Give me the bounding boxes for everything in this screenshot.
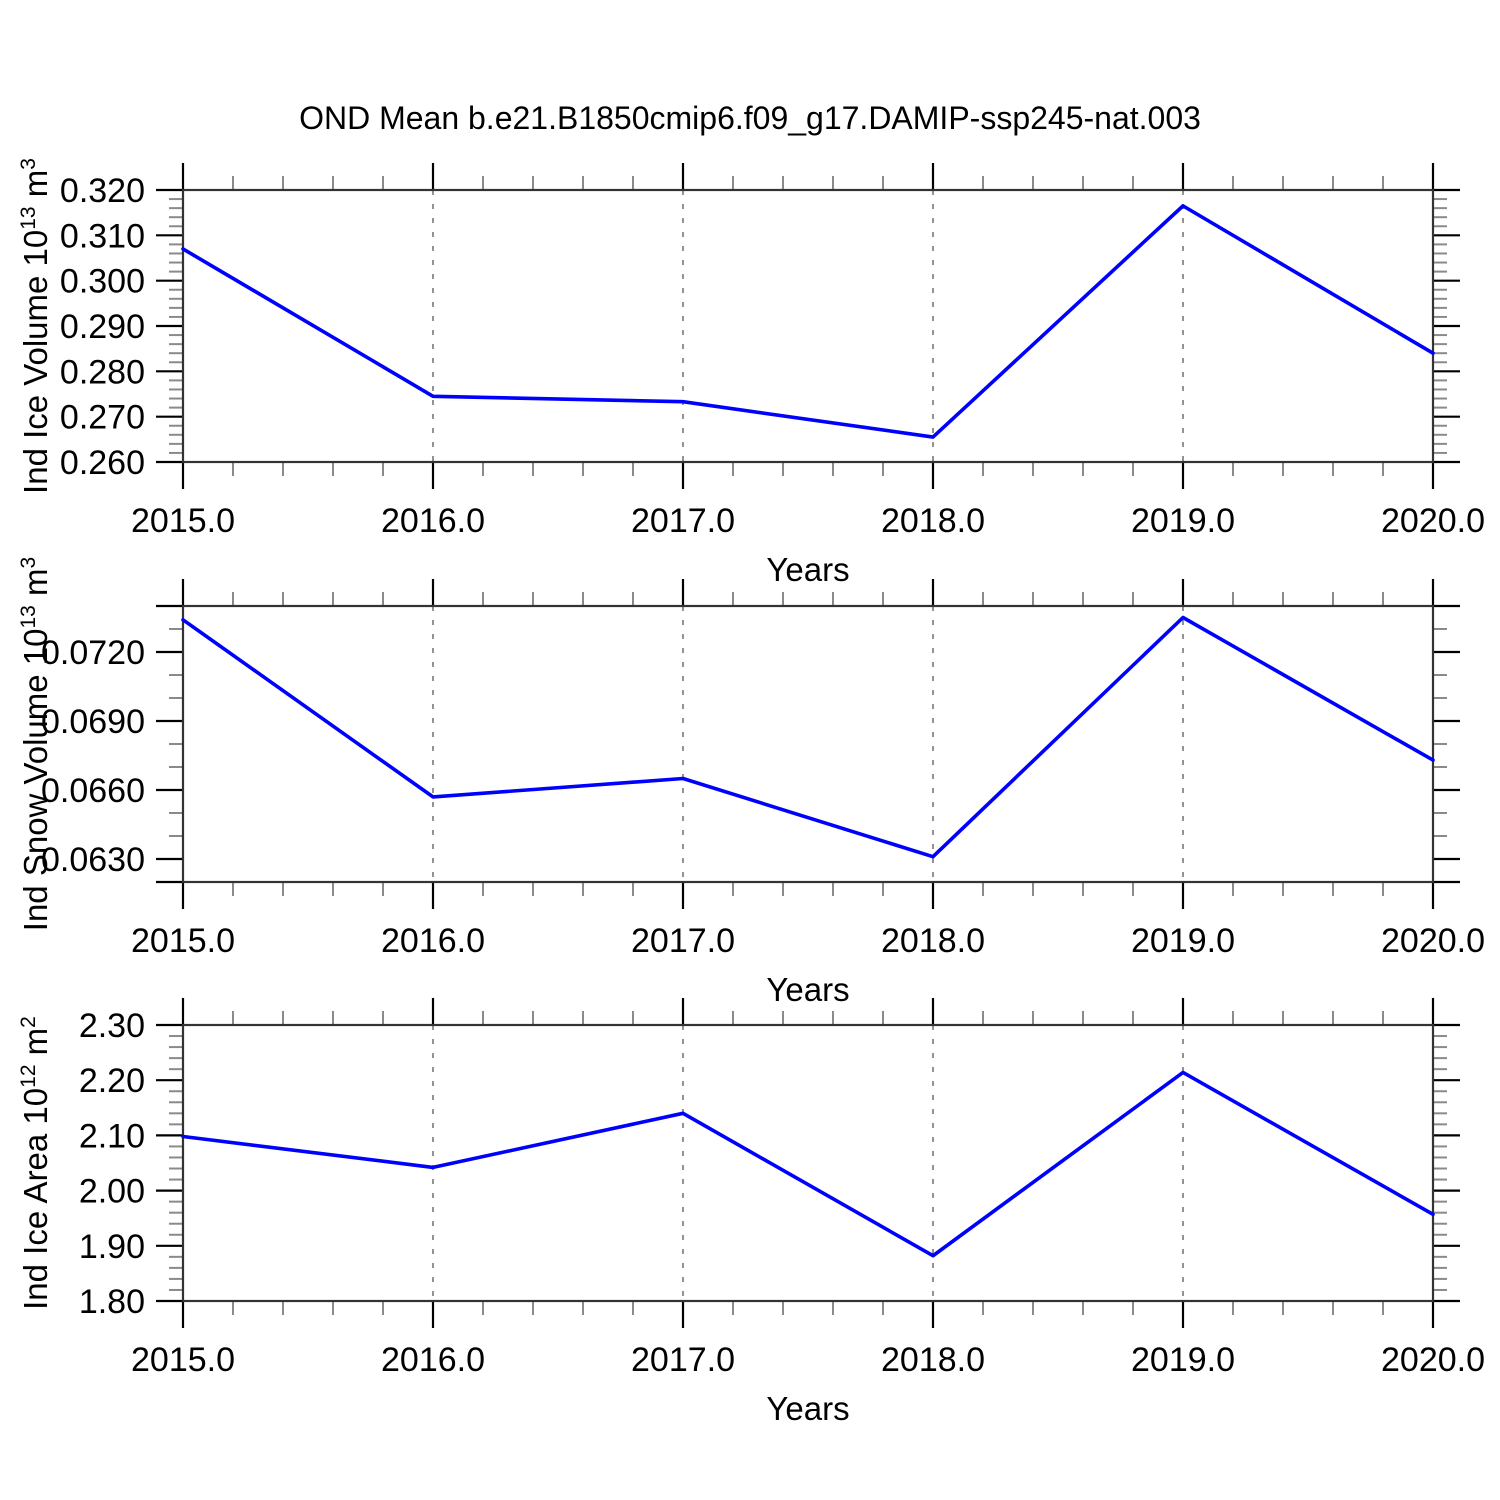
y-tick-label: 0.310 (60, 217, 145, 255)
y-tick-label: 0.270 (60, 399, 145, 437)
x-axis-title-years-panel2: Years (766, 971, 850, 1008)
x-tick-label: 2017.0 (631, 1341, 735, 1379)
x-tick-label: 2015.0 (131, 1341, 235, 1379)
data-line-ind-ice-volume (181, 204, 1435, 439)
x-tick-label: 2016.0 (381, 502, 485, 540)
x-tick-label: 2015.0 (131, 502, 235, 540)
y-tick-label: 0.260 (60, 444, 145, 482)
plot-frame (181, 604, 1435, 884)
y-tick-label: 0.0660 (41, 772, 145, 810)
x-tick-label: 2018.0 (881, 1341, 985, 1379)
x-tick-label: 2019.0 (1131, 1341, 1235, 1379)
x-tick-label: 2017.0 (631, 922, 735, 960)
plot-frame (181, 1023, 1435, 1303)
y-tick-label: 2.20 (79, 1062, 145, 1100)
x-tick-label: 2018.0 (881, 502, 985, 540)
x-axis-title-years-panel1: Years (766, 551, 850, 588)
y-tick-label: 2.30 (79, 1007, 145, 1045)
x-tick-label: 2019.0 (1131, 502, 1235, 540)
y-tick-label: 0.0720 (41, 634, 145, 672)
x-tick-label: 2015.0 (131, 922, 235, 960)
data-line-ind-ice-area (181, 1070, 1435, 1258)
x-tick-label: 2019.0 (1131, 922, 1235, 960)
y-tick-label: 0.290 (60, 308, 145, 346)
y-tick-label: 2.00 (79, 1173, 145, 1211)
x-tick-label: 2016.0 (381, 1341, 485, 1379)
x-tick-label: 2016.0 (381, 922, 485, 960)
plot-frame (181, 188, 1435, 464)
y-tick-label: 0.0690 (41, 703, 145, 741)
data-line-ind-snow-volume (181, 615, 1435, 859)
x-tick-label: 2020.0 (1381, 502, 1485, 540)
y-tick-label: 2.10 (79, 1117, 145, 1155)
x-tick-label: 2018.0 (881, 922, 985, 960)
y-tick-label: 0.320 (60, 172, 145, 210)
chart-title: OND Mean b.e21.B1850cmip6.f09_g17.DAMIP-… (299, 100, 1201, 136)
x-axis-title-years-panel3: Years (766, 1390, 850, 1427)
y-tick-label: 0.0630 (41, 841, 145, 879)
y-tick-label: 1.90 (79, 1228, 145, 1266)
y-tick-label: 1.80 (79, 1283, 145, 1321)
x-tick-label: 2020.0 (1381, 1341, 1485, 1379)
y-tick-label: 0.300 (60, 263, 145, 301)
x-tick-label: 2017.0 (631, 502, 735, 540)
y-tick-label: 0.280 (60, 353, 145, 391)
x-tick-label: 2020.0 (1381, 922, 1485, 960)
